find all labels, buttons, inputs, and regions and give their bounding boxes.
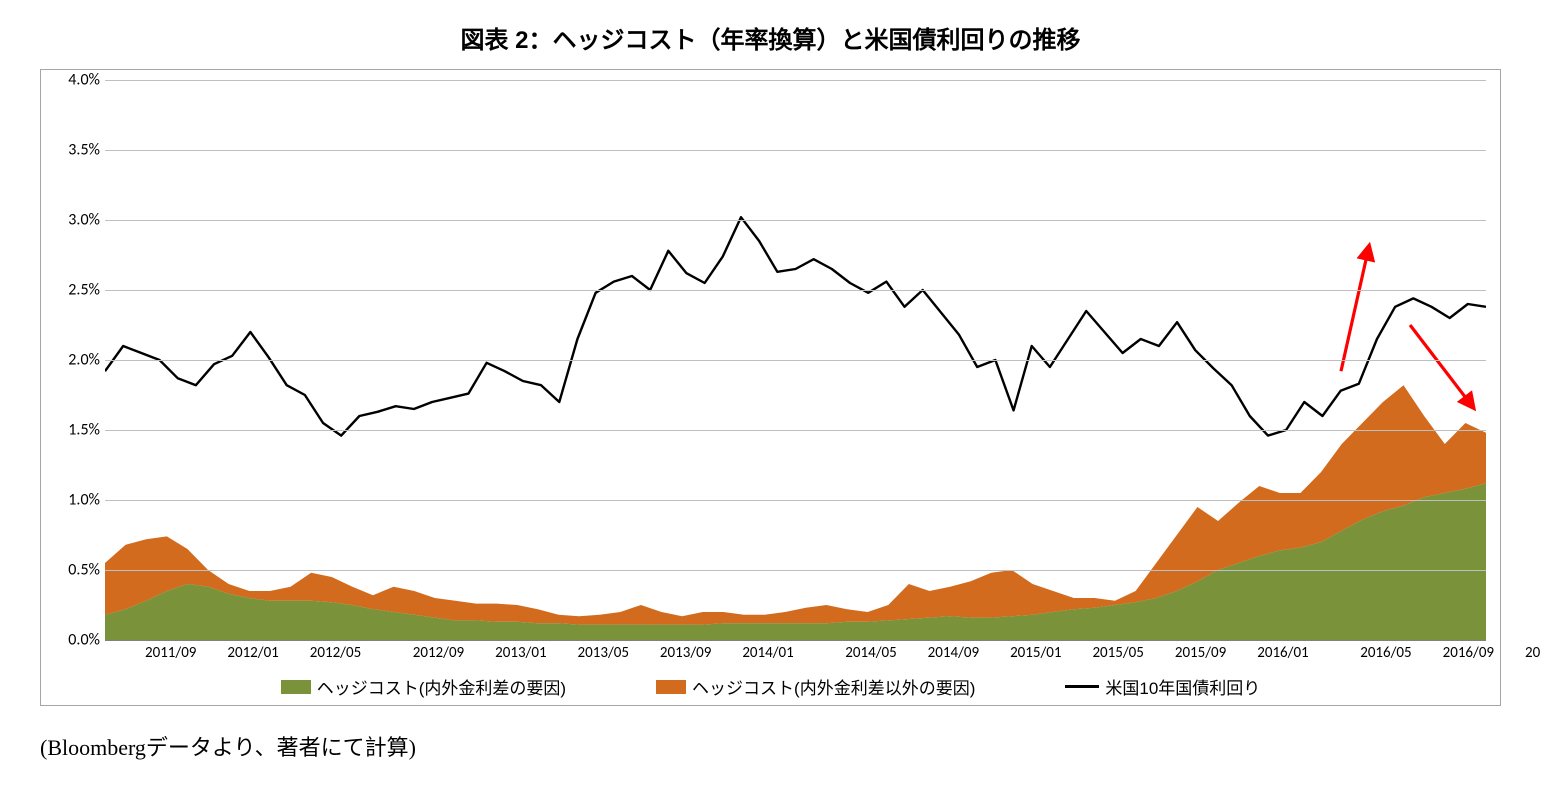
- y-tick-label: 4.0%: [55, 71, 100, 90]
- x-tick-label: 2012/05: [310, 644, 361, 662]
- legend-item-area-bottom: ヘッジコスト(内外金利差の要因): [281, 674, 566, 699]
- x-tick-label: 2013/01: [495, 644, 546, 662]
- x-tick-label: 2017/01: [1525, 644, 1541, 662]
- y-tick-label: 1.5%: [55, 421, 100, 440]
- legend: ヘッジコスト(内外金利差の要因) ヘッジコスト(内外金利差以外の要因) 米国10…: [55, 674, 1486, 699]
- x-axis-labels: 2011/09 2012/01 2012/05 2012/09 2013/01 2013/…: [105, 644, 1486, 666]
- legend-line-icon: [1065, 685, 1099, 688]
- legend-label: ヘッジコスト(内外金利差以外の要因): [692, 674, 975, 699]
- source-note: (Bloombergデータより、著者にて計算): [40, 730, 1501, 762]
- x-tick-label: 2014/09: [928, 644, 979, 662]
- legend-item-area-top: ヘッジコスト(内外金利差以外の要因): [656, 674, 975, 699]
- plot-area: 0.0%0.5%1.0%1.5%2.0%2.5%3.0%3.5%4.0%: [105, 80, 1486, 640]
- x-tick-label: 2014/01: [742, 644, 793, 662]
- legend-swatch-icon: [656, 680, 686, 694]
- x-tick-label: 2015/01: [1010, 644, 1061, 662]
- x-tick-label: 2015/09: [1175, 644, 1226, 662]
- x-tick-label: 2011/09: [145, 644, 196, 662]
- chart-title: 図表 2：ヘッジコスト（年率換算）と米国債利回りの推移: [40, 20, 1501, 55]
- x-tick-label: 2014/05: [845, 644, 896, 662]
- y-tick-label: 3.5%: [55, 141, 100, 160]
- x-tick-label: 2012/01: [227, 644, 278, 662]
- x-tick-label: 2012/09: [413, 644, 464, 662]
- legend-label: ヘッジコスト(内外金利差の要因): [317, 674, 566, 699]
- y-tick-label: 3.0%: [55, 211, 100, 230]
- y-tick-label: 0.0%: [55, 631, 100, 650]
- x-tick-label: 2016/05: [1360, 644, 1411, 662]
- y-tick-label: 2.5%: [55, 281, 100, 300]
- chart-container: 0.0%0.5%1.0%1.5%2.0%2.5%3.0%3.5%4.0% 201…: [40, 69, 1501, 706]
- legend-swatch-icon: [281, 680, 311, 694]
- x-tick-label: 2016/01: [1257, 644, 1308, 662]
- legend-item-line: 米国10年国債利回り: [1065, 674, 1260, 699]
- y-tick-label: 1.0%: [55, 491, 100, 510]
- legend-label: 米国10年国債利回り: [1105, 674, 1260, 699]
- x-tick-label: 2016/09: [1443, 644, 1494, 662]
- x-tick-label: 2015/05: [1092, 644, 1143, 662]
- x-tick-label: 2013/09: [660, 644, 711, 662]
- y-tick-label: 2.0%: [55, 351, 100, 370]
- x-tick-label: 2013/05: [578, 644, 629, 662]
- y-tick-label: 0.5%: [55, 561, 100, 580]
